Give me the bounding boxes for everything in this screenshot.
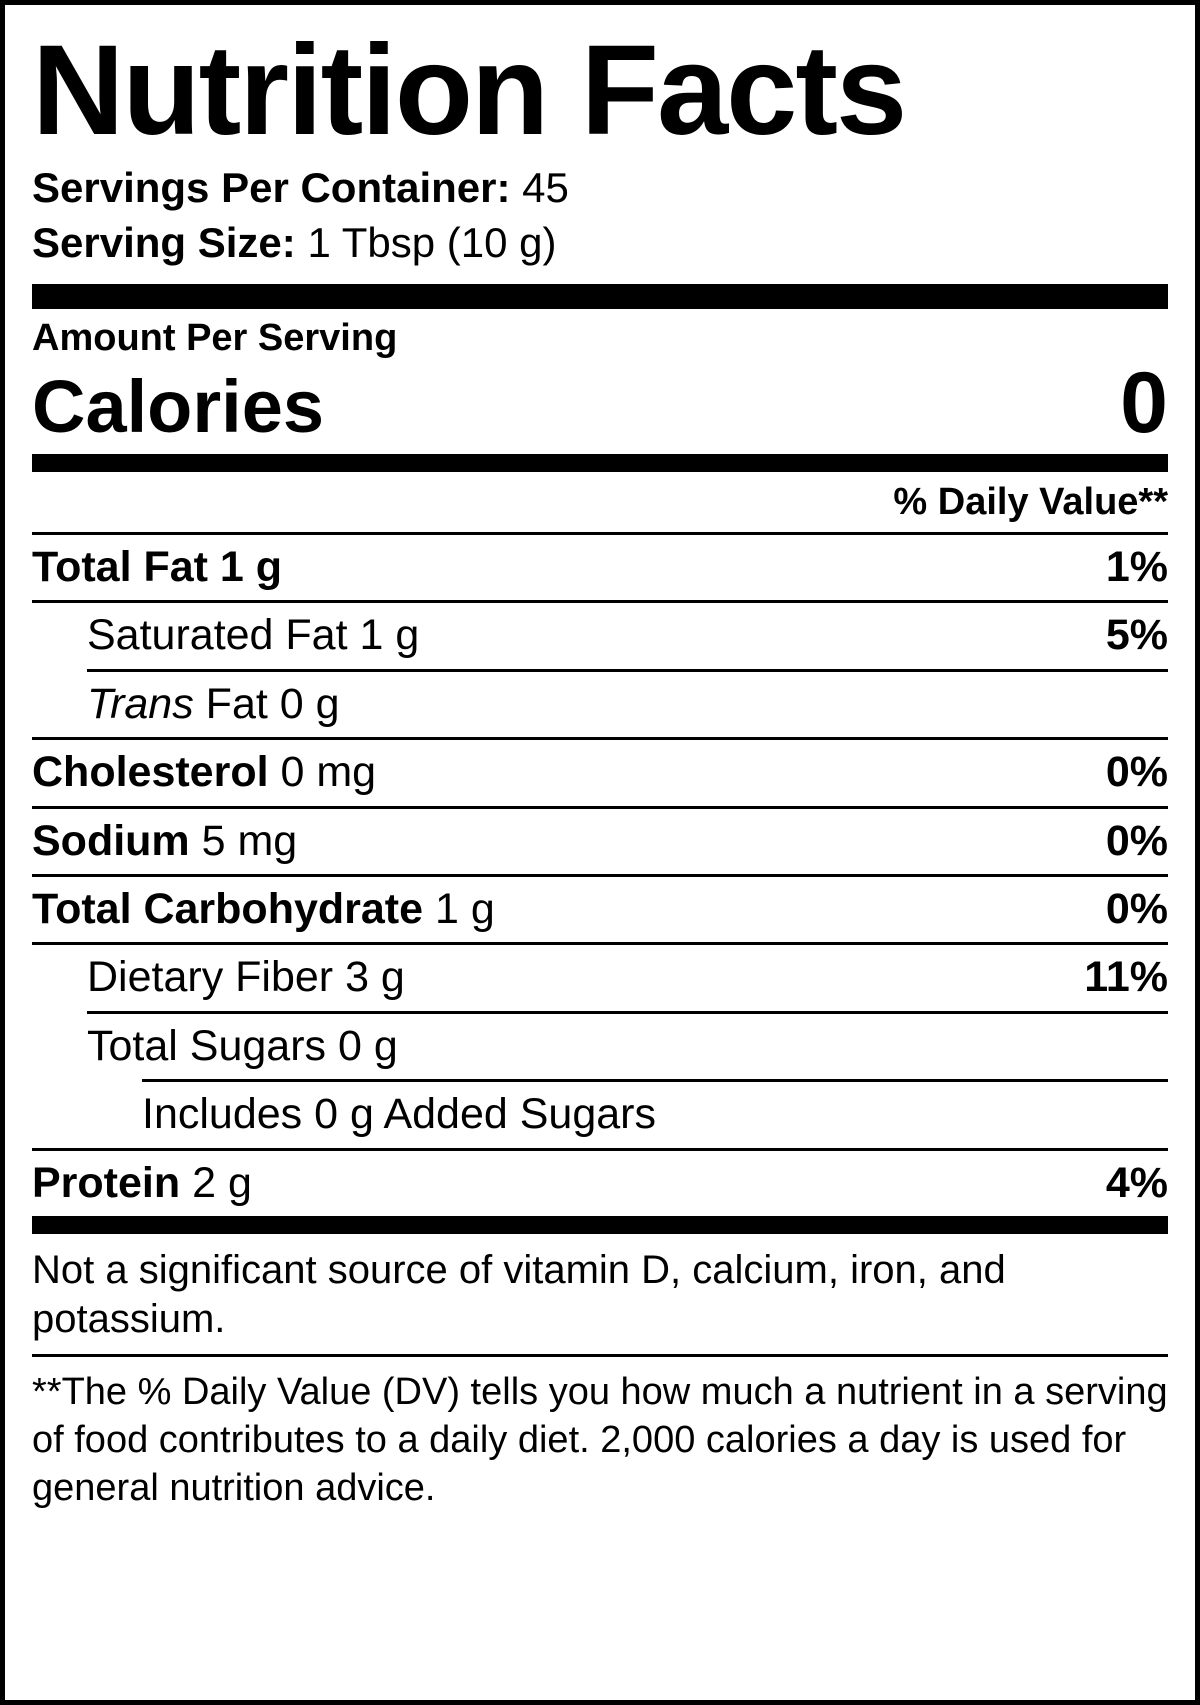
divider-sodium xyxy=(32,873,1168,877)
row-dietary-fiber: Dietary Fiber 3 g 11% xyxy=(32,945,1168,1010)
divider-saturated-fat xyxy=(87,668,1168,672)
row-protein: Protein 2 g 4% xyxy=(32,1151,1168,1216)
amount-per-serving-label: Amount Per Serving xyxy=(32,317,398,360)
divider-total-carbohydrate xyxy=(32,942,1168,946)
calories-value: 0 xyxy=(1120,354,1168,451)
row-total-fat-label: Total Fat 1 g xyxy=(32,542,283,591)
row-cholesterol-dv: 0% xyxy=(1105,748,1168,797)
calories-label: Calories xyxy=(32,364,325,448)
calories-row: Calories 0 xyxy=(32,360,1168,454)
row-protein-label: Protein 2 g xyxy=(32,1158,252,1207)
serving-size-label: Serving Size: xyxy=(32,218,296,266)
divider-dietary-fiber xyxy=(87,1010,1168,1014)
servings-per-container-value: 45 xyxy=(522,164,569,211)
row-sodium-dv: 0% xyxy=(1105,816,1168,865)
row-added-sugars: Includes 0 g Added Sugars xyxy=(32,1082,1168,1147)
divider-total-fat xyxy=(32,600,1168,604)
divider-footnote xyxy=(32,1353,1168,1357)
row-protein-dv: 4% xyxy=(1105,1158,1168,1207)
not-significant-source-note: Not a significant source of vitamin D, c… xyxy=(32,1248,1006,1341)
servings-per-container-label: Servings Per Container: xyxy=(32,164,511,211)
row-total-sugars: Total Sugars 0 g xyxy=(32,1014,1168,1079)
divider-dv-header xyxy=(32,531,1168,535)
row-saturated-fat-label: Saturated Fat 1 g xyxy=(87,611,420,660)
divider-added-sugars xyxy=(32,1147,1168,1151)
row-total-carbohydrate-dv: 0% xyxy=(1105,884,1168,933)
serving-size-value: 1 Tbsp (10 g) xyxy=(307,218,557,266)
row-dietary-fiber-label: Dietary Fiber 3 g xyxy=(87,953,405,1002)
page-title: Nutrition Facts xyxy=(32,19,907,162)
divider-trans-fat xyxy=(32,737,1168,741)
row-sodium: Sodium 5 mg 0% xyxy=(32,809,1168,874)
daily-value-header: % Daily Value** xyxy=(893,480,1168,523)
daily-value-footnote: **The % Daily Value (DV) tells you how m… xyxy=(32,1370,1168,1509)
servings-per-container: Servings Per Container: 45 xyxy=(32,161,1168,216)
row-total-fat: Total Fat 1 g 1% xyxy=(32,535,1168,600)
row-cholesterol-label: Cholesterol 0 mg xyxy=(32,748,377,797)
row-added-sugars-label: Includes 0 g Added Sugars xyxy=(142,1090,656,1139)
row-sodium-label: Sodium 5 mg xyxy=(32,816,298,865)
row-total-carbohydrate-label: Total Carbohydrate 1 g xyxy=(32,884,495,933)
row-total-fat-dv: 1% xyxy=(1105,542,1168,591)
row-cholesterol: Cholesterol 0 mg 0% xyxy=(32,740,1168,805)
row-saturated-fat-dv: 5% xyxy=(1105,611,1168,660)
divider-thick-servings xyxy=(32,284,1168,310)
divider-medium-calories xyxy=(32,453,1168,472)
divider-medium-protein xyxy=(32,1216,1168,1235)
row-trans-fat-label: Trans Fat 0 g xyxy=(87,679,340,728)
row-total-sugars-label: Total Sugars 0 g xyxy=(87,1021,398,1070)
row-total-carbohydrate: Total Carbohydrate 1 g 0% xyxy=(32,877,1168,942)
row-saturated-fat: Saturated Fat 1 g 5% xyxy=(32,603,1168,668)
divider-total-sugars xyxy=(142,1079,1168,1083)
row-dietary-fiber-dv: 11% xyxy=(1084,953,1168,1002)
divider-cholesterol xyxy=(32,805,1168,809)
row-trans-fat: Trans Fat 0 g xyxy=(32,672,1168,737)
serving-size: Serving Size: 1 Tbsp (10 g) xyxy=(32,216,1168,271)
